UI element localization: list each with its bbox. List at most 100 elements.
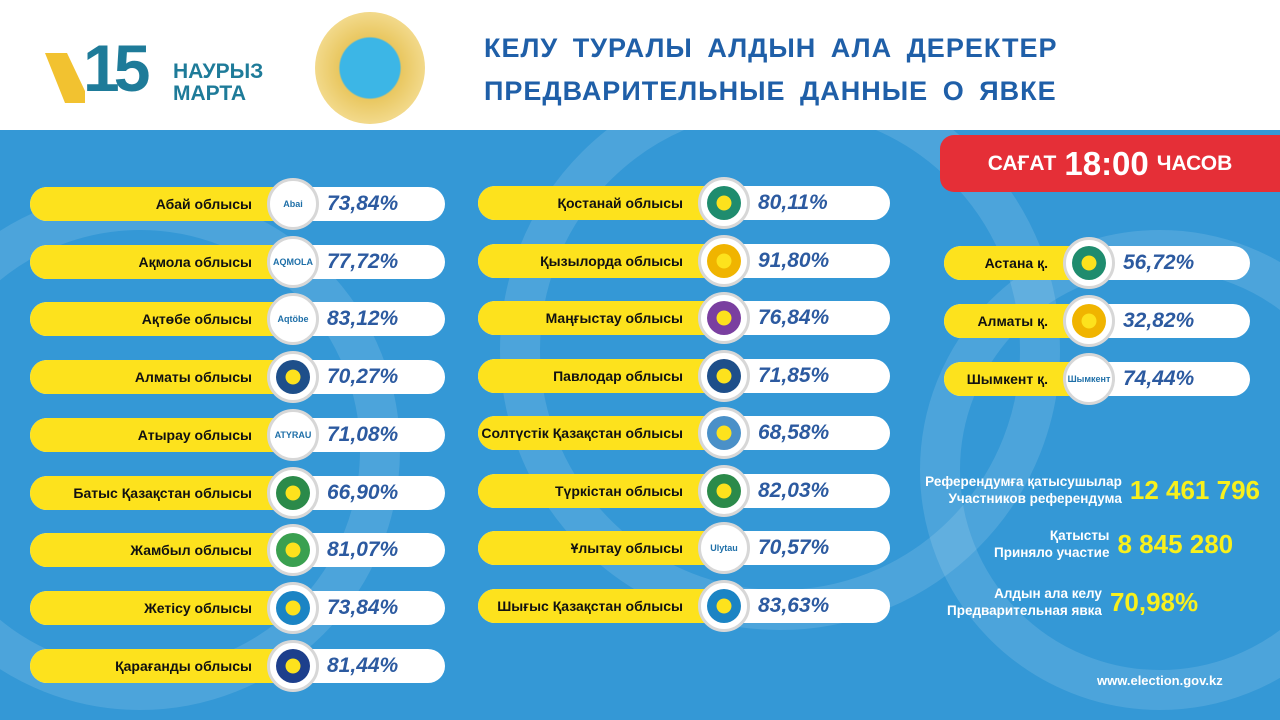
region-row: Ұлытау облысы Ulytau 70,57%: [478, 522, 890, 574]
region-name: Атырау облысы: [30, 417, 292, 452]
region-row: Алматы қ. 32,82%: [944, 295, 1250, 347]
emblem-text: AQMOLA: [273, 256, 313, 267]
region-row: Жетісу облысы 73,84%: [30, 581, 445, 634]
region-name: Түркістан облысы: [478, 473, 723, 508]
region-emblem-icon: [698, 579, 750, 632]
region-row: Павлодар облысы 71,85%: [478, 349, 890, 402]
region-emblem-icon: [698, 292, 750, 344]
region-row: Қызылорда облысы 91,80%: [478, 234, 890, 287]
region-row: Солтүстік Қазақстан облысы 68,58%: [478, 407, 890, 459]
time-badge: САҒАТ 18:00 ЧАСОВ: [940, 135, 1280, 192]
region-emblem-icon: [267, 524, 319, 577]
region-emblem-icon: [1063, 295, 1115, 347]
region-row: Алматы облысы 70,27%: [30, 351, 445, 404]
logo-number: 15: [83, 31, 150, 105]
turnout-value: 70,57%: [758, 536, 830, 559]
region-row: Қарағанды облысы 81,44%: [30, 639, 445, 692]
region-name: Қызылорда облысы: [478, 243, 723, 278]
region-row: Ақмола облысы AQMOLA 77,72%: [30, 235, 445, 288]
region-emblem-icon: [698, 349, 750, 402]
turnout-value: 73,84%: [327, 595, 399, 619]
logo-line2: МАРТА: [173, 82, 247, 105]
badge-suffix: ЧАСОВ: [1156, 151, 1233, 175]
region-name: Жетісу облысы: [30, 590, 292, 625]
stat-label-kz: Алдын ала келу: [994, 586, 1102, 601]
region-name: Қостанай облысы: [478, 186, 723, 220]
region-name: Абай облысы: [30, 187, 292, 221]
turnout-value: 68,58%: [758, 421, 830, 444]
emblem-text: Ulytau: [710, 543, 738, 553]
emblem-text: Aqtöbe: [277, 314, 309, 325]
turnout-value: 56,72%: [1123, 251, 1195, 274]
region-row: Шығыс Қазақстан облысы 83,63%: [478, 579, 890, 632]
stat-label-ru: Участников референдума: [948, 491, 1122, 506]
turnout-value: 70,27%: [327, 365, 399, 389]
region-name: Шығыс Қазақстан облысы: [478, 588, 723, 623]
region-row: Қостанай облысы 80,11%: [478, 177, 890, 229]
turnout-value: 71,85%: [758, 363, 830, 387]
region-emblem-icon: Abai: [267, 178, 319, 230]
emblem-text: ATYRAU: [274, 429, 312, 440]
region-row: Түркістан облысы 82,03%: [478, 464, 890, 517]
region-row: Атырау облысы ATYRAU 71,08%: [30, 408, 445, 461]
title-kz: КЕЛУ ТУРАЛЫ АЛДЫН АЛА ДЕРЕКТЕР: [484, 33, 1058, 63]
region-emblem-icon: [698, 464, 750, 517]
region-emblem-icon: [267, 581, 319, 634]
region-name: Ақтөбе облысы: [30, 302, 292, 337]
region-row: Ақтөбе облысы Aqtöbe 83,12%: [30, 293, 445, 346]
region-emblem-icon: [267, 351, 319, 404]
region-name: Батыс Қазақстан облысы: [30, 475, 292, 510]
commission-seal: [315, 12, 425, 124]
region-row: Астана қ. 56,72%: [944, 237, 1250, 289]
referendum-logo: 15 НАУРЫЗ МАРТА: [45, 31, 275, 108]
region-emblem-icon: Шымкент: [1063, 353, 1115, 405]
region-name: Маңғыстау облысы: [478, 301, 723, 335]
turnout-value: 81,07%: [327, 538, 399, 562]
region-emblem-icon: [698, 234, 750, 287]
badge-time: 18:00: [1064, 144, 1149, 182]
region-row: Маңғыстау облысы 76,84%: [478, 292, 890, 344]
region-emblem-icon: Ulytau: [698, 522, 750, 574]
region-emblem-icon: AQMOLA: [267, 235, 319, 288]
region-name: Алматы облысы: [30, 360, 292, 395]
region-name: Ақмола облысы: [30, 244, 292, 279]
stat-turnout: Алдын ала келу Предварительная явка 70,98…: [947, 585, 1198, 619]
turnout-value: 80,11%: [758, 191, 828, 214]
turnout-value: 77,72%: [327, 249, 399, 273]
turnout-value: 32,82%: [1123, 309, 1195, 332]
turnout-value: 83,63%: [758, 593, 830, 617]
region-emblem-icon: [698, 177, 750, 229]
turnout-value: 73,84%: [327, 192, 399, 215]
emblem-text: Шымкент: [1067, 374, 1111, 384]
badge-prefix: САҒАТ: [987, 151, 1057, 175]
stat-voted: Қатысты Приняло участие 8 845 280: [994, 527, 1233, 561]
stat-value: 70,98%: [1109, 586, 1199, 617]
turnout-value: 83,12%: [327, 307, 399, 331]
header: 15 НАУРЫЗ МАРТА КЕЛУ ТУРАЛЫ АЛДЫН АЛА ДЕ…: [0, 0, 1280, 130]
stat-label-kz: Қатысты: [1049, 528, 1110, 543]
turnout-value: 82,03%: [758, 478, 830, 502]
stat-label-ru: Приняло участие: [994, 545, 1110, 560]
region-emblem-icon: [267, 639, 319, 692]
stat-label-kz: Референдумға қатысушылар: [925, 474, 1122, 489]
stat-participants: Референдумға қатысушылар Участников рефер…: [925, 473, 1260, 507]
website-link[interactable]: www.election.gov.kz: [1097, 673, 1223, 688]
region-emblem-icon: [1063, 237, 1115, 289]
stat-value: 8 845 280: [1117, 528, 1234, 559]
region-name: Ұлытау облысы: [478, 531, 723, 565]
region-emblem-icon: [698, 407, 750, 459]
region-name: Жамбыл облысы: [30, 533, 292, 568]
region-name: Павлодар облысы: [478, 358, 723, 393]
stat-label-ru: Предварительная явка: [947, 603, 1102, 618]
title-ru: ПРЕДВАРИТЕЛЬНЫЕ ДАННЫЕ О ЯВКЕ: [484, 76, 1057, 106]
turnout-value: 91,80%: [758, 248, 830, 272]
turnout-value: 66,90%: [327, 480, 399, 504]
region-row: Батыс Қазақстан облысы 66,90%: [30, 466, 445, 519]
emblem-text: Abai: [283, 199, 303, 209]
region-name: Қарағанды облысы: [30, 648, 292, 683]
region-row: Жамбыл облысы 81,07%: [30, 524, 445, 577]
region-row: Абай облысы Abai 73,84%: [30, 178, 445, 230]
turnout-value: 74,44%: [1123, 367, 1195, 390]
stat-value: 12 461 796: [1129, 474, 1260, 505]
region-emblem-icon: ATYRAU: [267, 408, 319, 461]
